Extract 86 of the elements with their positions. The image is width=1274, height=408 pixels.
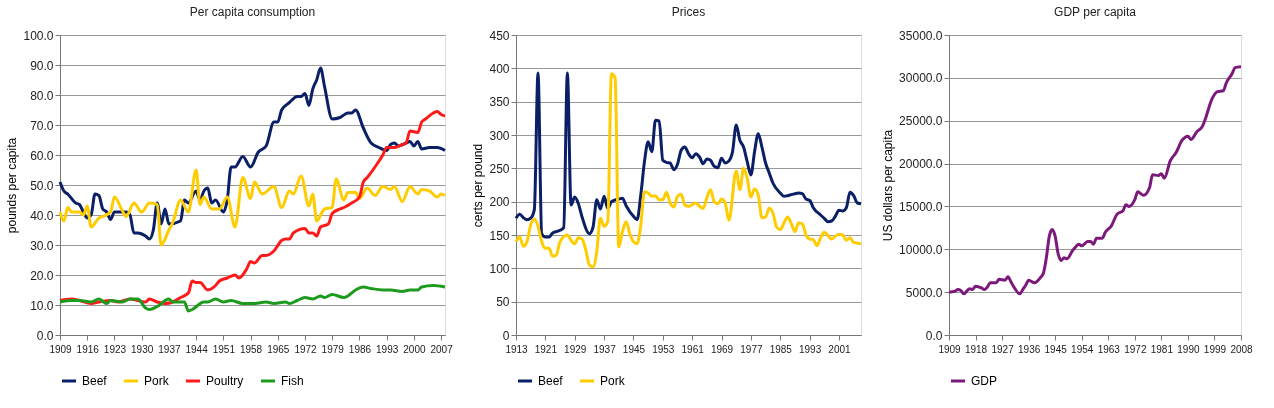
x-tick-label: 1929	[564, 343, 587, 355]
legend-label: Pork	[600, 374, 626, 388]
x-tick-label: 1945	[622, 343, 646, 355]
line-series	[947, 65, 1243, 296]
y-tick-label: 35000.0	[899, 28, 943, 43]
x-tick-label: 1913	[505, 343, 529, 355]
x-tick-label: 2008	[1230, 343, 1254, 355]
y-tick-label: 50	[496, 295, 510, 310]
x-tick-label: 1958	[239, 343, 263, 355]
y-tick-label: 350	[489, 95, 510, 110]
x-tick-label: 1921	[534, 343, 558, 355]
y-tick-label: 150	[489, 228, 510, 243]
line-series	[514, 72, 863, 269]
x-tick-label: 1972	[1124, 343, 1147, 355]
x-tick-label: 1990	[1177, 343, 1200, 355]
chart-title: GDP per capita	[1054, 5, 1137, 19]
x-tick-label: 1993	[798, 343, 822, 355]
x-tick-label: 1927	[991, 343, 1015, 355]
x-tick-label: 1972	[294, 343, 318, 355]
x-tick-label: 1951	[212, 343, 236, 355]
y-tick-label: 0.0	[925, 328, 943, 343]
x-tick-label: 1923	[103, 343, 127, 355]
y-tick-label: 100.0	[23, 28, 54, 43]
x-tick-label: 1981	[1150, 343, 1174, 355]
y-tick-label: 70.0	[30, 118, 54, 133]
x-tick-label: 2000	[403, 343, 426, 355]
chart-title: Prices	[671, 5, 706, 19]
x-tick-label: 1963	[1097, 343, 1121, 355]
y-tick-label: 30000.0	[899, 71, 943, 86]
x-tick-label: 1937	[158, 343, 181, 355]
y-tick-label: 30.0	[30, 238, 54, 253]
y-tick-label: 200	[489, 195, 510, 210]
y-tick-label: 0	[502, 328, 510, 343]
legend-label: Beef	[538, 374, 564, 388]
x-tick-label: 1969	[710, 343, 734, 355]
line-series	[58, 168, 447, 247]
x-tick-label: 1916	[76, 343, 100, 355]
y-axis-title: certs per pound	[471, 143, 486, 228]
legend-label: Beef	[82, 374, 108, 388]
y-tick-label: 300	[489, 128, 510, 143]
y-tick-label: 15000.0	[899, 199, 943, 214]
x-tick-label: 1936	[1018, 343, 1041, 355]
x-tick-label: 1999	[1203, 343, 1227, 355]
x-tick-label: 1985	[769, 343, 793, 355]
x-tick-label: 1918	[964, 343, 988, 355]
y-tick-label: 250	[489, 161, 510, 176]
y-tick-label: 450	[489, 28, 510, 43]
legend-label: Fish	[281, 374, 304, 388]
y-tick-label: 10000.0	[899, 242, 943, 257]
y-tick-label: 0.0	[36, 328, 54, 343]
y-tick-label: 20000.0	[899, 157, 943, 172]
x-tick-label: 1909	[49, 343, 73, 355]
y-tick-label: 90.0	[30, 58, 54, 73]
y-tick-label: 5000.0	[905, 285, 943, 300]
y-axis-title: pounds per capita	[5, 137, 20, 234]
x-tick-label: 1909	[938, 343, 962, 355]
x-tick-label: 1944	[185, 343, 209, 355]
x-tick-label: 1979	[321, 343, 345, 355]
y-tick-label: 10.0	[30, 298, 54, 313]
y-axis-title: US dollars per capita	[881, 129, 896, 242]
line-series	[58, 284, 447, 313]
y-tick-label: 400	[489, 61, 510, 76]
y-tick-label: 25000.0	[899, 114, 943, 129]
y-tick-label: 20.0	[30, 268, 54, 283]
legend-label: Poultry	[206, 374, 244, 388]
legend-label: Pork	[144, 374, 170, 388]
x-tick-label: 2007	[430, 343, 454, 355]
line-series	[514, 71, 863, 239]
x-tick-label: 1993	[376, 343, 399, 355]
legend-label: GDP	[971, 374, 998, 388]
x-tick-label: 1961	[681, 343, 705, 355]
x-tick-label: 1986	[348, 343, 372, 355]
x-tick-label: 1965	[267, 343, 290, 355]
x-tick-label: 1930	[131, 343, 154, 355]
x-tick-label: 1937	[593, 343, 617, 355]
y-tick-label: 60.0	[30, 148, 54, 163]
x-tick-label: 1953	[652, 343, 675, 355]
y-tick-label: 50.0	[30, 178, 54, 193]
y-tick-label: 80.0	[30, 88, 54, 103]
y-tick-label: 40.0	[30, 208, 54, 223]
x-tick-label: 1954	[1071, 343, 1094, 355]
x-tick-label: 1945	[1044, 343, 1068, 355]
x-tick-label: 1977	[740, 343, 763, 355]
x-tick-label: 2001	[828, 343, 852, 355]
y-tick-label: 100	[489, 261, 510, 276]
chart-title: Per capita consumption	[189, 5, 316, 19]
